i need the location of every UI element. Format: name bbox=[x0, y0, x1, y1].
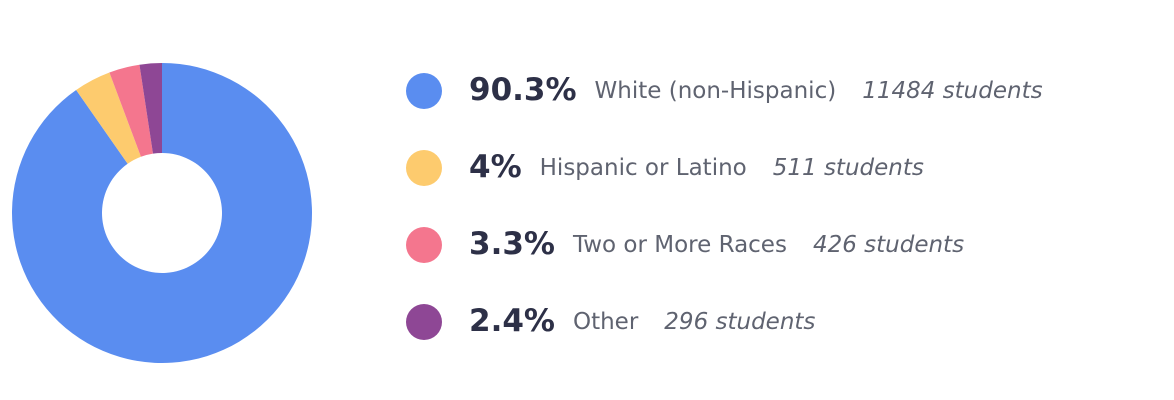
legend-swatch bbox=[406, 73, 442, 109]
legend-swatch bbox=[406, 150, 442, 186]
legend-label: Other bbox=[573, 309, 639, 335]
legend-entry: 90.3% White (non-Hispanic) 11484 students bbox=[469, 72, 1043, 108]
legend-count: 511 students bbox=[773, 155, 924, 181]
donut-slice bbox=[139, 63, 162, 154]
legend-label: Two or More Races bbox=[572, 232, 787, 258]
legend-percent: 2.4% bbox=[469, 303, 555, 339]
legend-percent: 3.3% bbox=[469, 226, 555, 262]
legend-label: Hispanic or Latino bbox=[540, 155, 747, 181]
legend-count: 296 students bbox=[664, 309, 815, 335]
legend-label: White (non-Hispanic) bbox=[595, 78, 837, 104]
legend-percent: 90.3% bbox=[469, 72, 577, 108]
legend-entry: 2.4% Other 296 students bbox=[469, 303, 815, 339]
legend-entry: 3.3% Two or More Races 426 students bbox=[469, 226, 964, 262]
legend-count: 426 students bbox=[813, 232, 964, 258]
legend-count: 11484 students bbox=[862, 78, 1042, 104]
donut-slice bbox=[76, 72, 141, 164]
legend-entry: 4% Hispanic or Latino 511 students bbox=[469, 149, 924, 185]
legend-swatch bbox=[406, 304, 442, 340]
legend-swatch bbox=[406, 227, 442, 263]
legend-percent: 4% bbox=[469, 149, 522, 185]
donut-slice bbox=[11, 63, 312, 363]
donut-slice bbox=[109, 64, 153, 157]
